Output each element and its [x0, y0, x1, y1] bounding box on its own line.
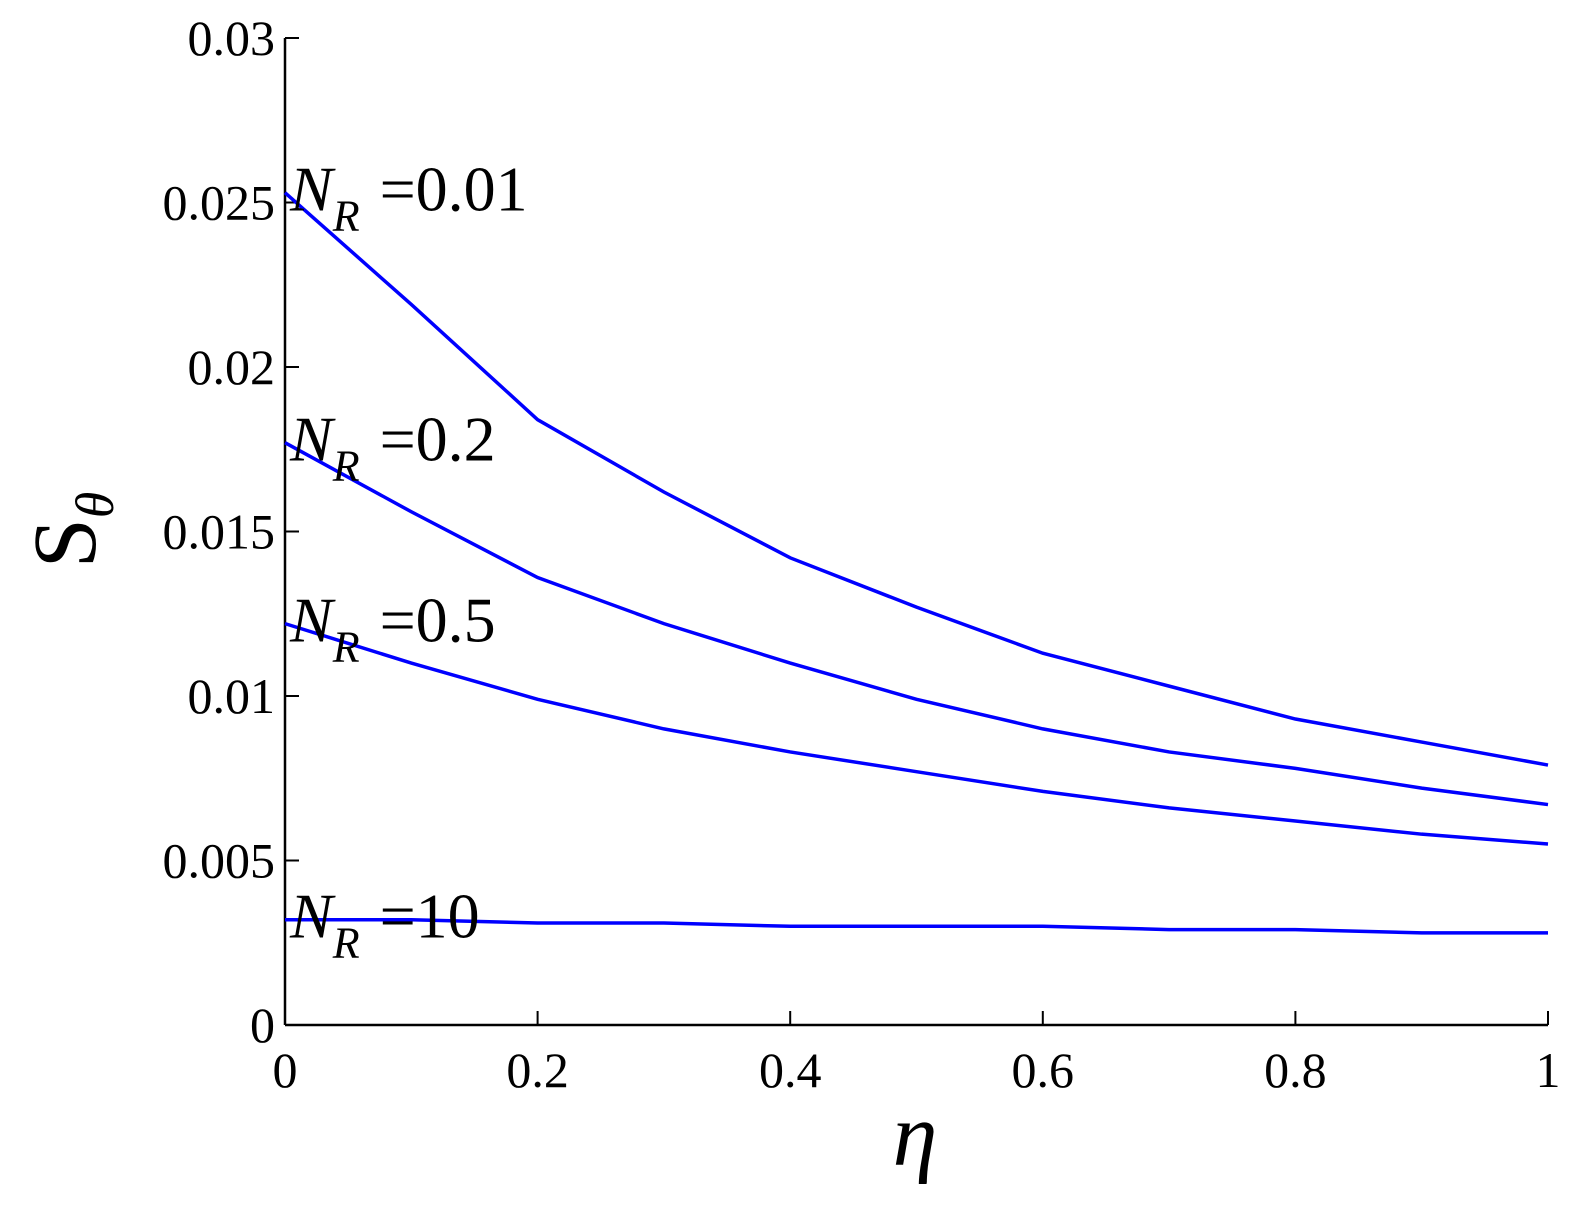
y-label-subscript: θ	[65, 492, 125, 519]
series-label-subscript: R	[332, 192, 360, 241]
series-label: NR =0.2	[289, 404, 496, 491]
y-tick-label: 0.025	[163, 175, 276, 231]
series-label-text: =0.5	[380, 585, 496, 656]
x-tick-label: 0.6	[1012, 1042, 1075, 1098]
series-label-subscript: R	[332, 442, 360, 491]
series-label-text: =0.2	[380, 404, 496, 475]
y-tick-label: 0.01	[188, 668, 276, 724]
series-line	[284, 441, 1549, 807]
y-tick-label: 0.005	[163, 833, 276, 889]
x-tick-label: 0	[273, 1042, 298, 1098]
series-line	[285, 917, 1548, 935]
series-line	[284, 621, 1549, 846]
y-label-symbol: S	[16, 518, 115, 568]
series-label: NR =0.01	[289, 154, 528, 241]
x-tick-label: 0.8	[1264, 1042, 1327, 1098]
series-label: NR =10	[289, 881, 480, 968]
series-label-subscript: R	[332, 919, 360, 968]
series-label-symbol: N	[289, 881, 336, 952]
series-label-symbol: N	[289, 585, 336, 656]
series-label-symbol: N	[289, 404, 336, 475]
series-label-text: =0.01	[380, 154, 528, 225]
y-tick-label: 0	[250, 997, 275, 1053]
x-tick-label: 1	[1536, 1042, 1561, 1098]
x-tick-label: 0.2	[506, 1042, 569, 1098]
x-axis-label: η	[893, 1086, 938, 1185]
y-tick-label: 0.03	[188, 10, 276, 66]
y-axis-label: Sθ	[16, 492, 125, 569]
series-label-symbol: N	[289, 154, 336, 225]
series-label-text: =10	[380, 881, 480, 952]
series-line	[283, 191, 1549, 767]
y-axis-label-text: Sθ	[16, 492, 125, 569]
x-tick-label: 0.4	[759, 1042, 822, 1098]
series-label: NR =0.5	[289, 585, 496, 672]
series-label-subscript: R	[332, 623, 360, 672]
y-tick-label: 0.02	[188, 339, 276, 395]
y-tick-label: 0.015	[163, 504, 276, 560]
